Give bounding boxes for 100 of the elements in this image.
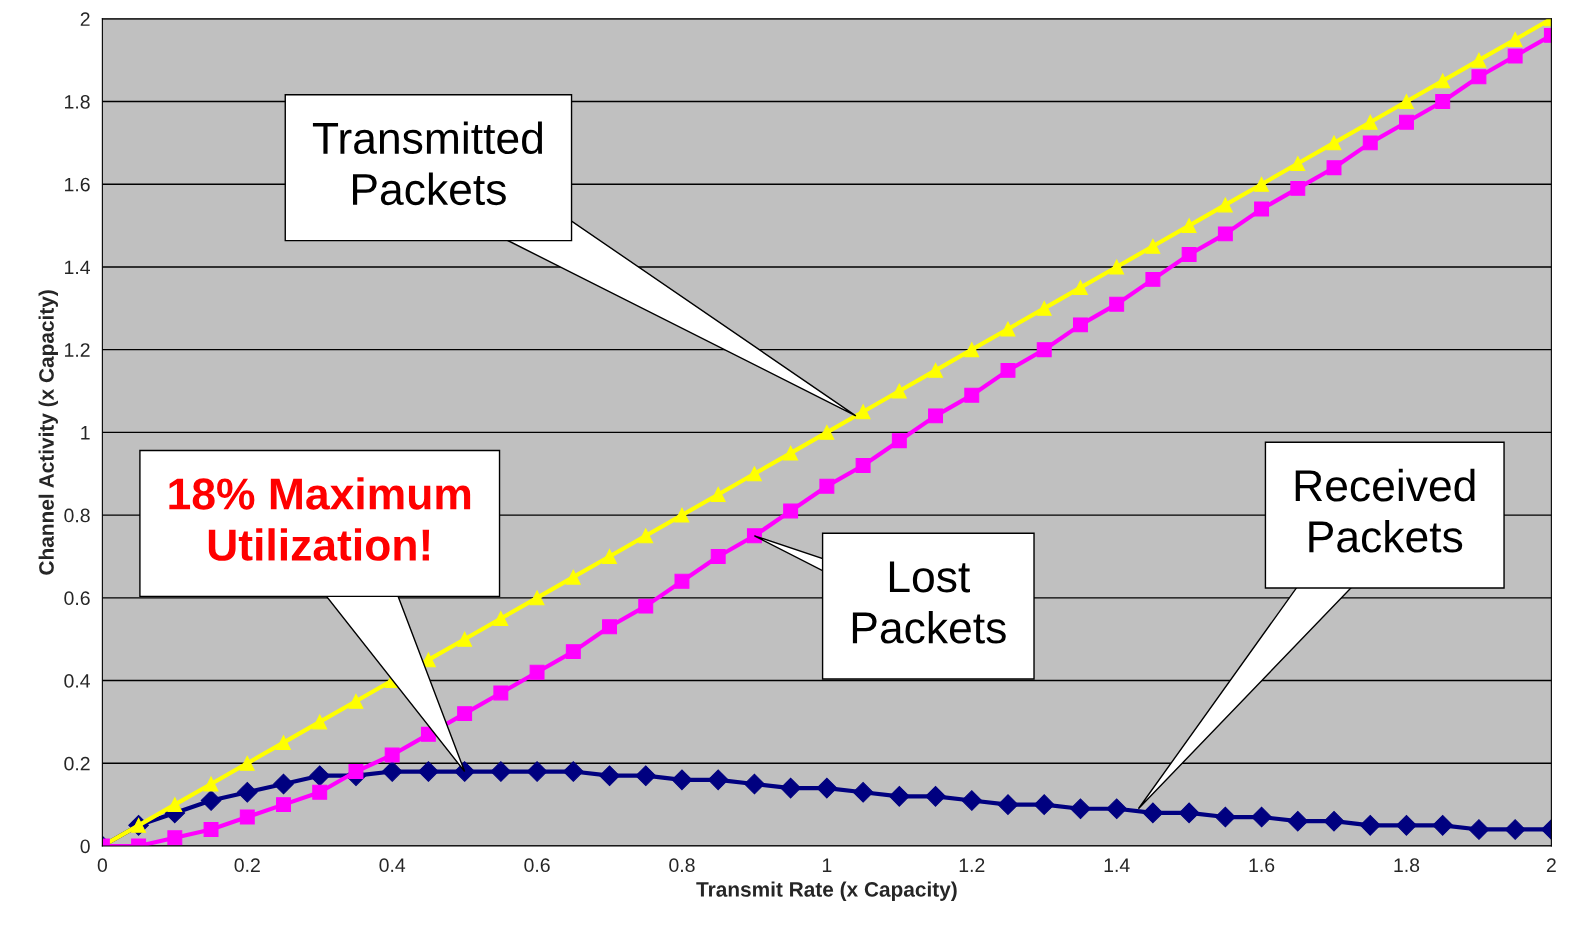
x-tick-label: 2 [1546,858,1556,872]
point [1109,296,1125,312]
y-tick-label: 0.4 [64,674,90,688]
point [529,590,545,606]
x-tick-label: 1.8 [1394,858,1420,873]
point [457,631,473,647]
x-tick-label: 1.4 [1104,858,1130,872]
point [565,569,581,585]
point [1254,201,1270,217]
point [1504,819,1526,840]
point [1362,114,1378,130]
y-tick-label: 1 [81,426,90,440]
point [384,747,400,763]
x-tick-label: 0.4 [379,858,406,873]
point [1254,176,1270,192]
point [1217,226,1233,242]
x-tick-label: 1.6 [1249,858,1275,873]
point [1362,135,1378,151]
point [493,611,509,626]
point [816,777,838,799]
point [635,765,657,787]
point [674,507,690,523]
y-axis-title: Channel Activity (x Capacity) [38,290,58,575]
point [565,644,581,660]
x-tick-label: 1 [822,858,832,872]
point [1215,806,1236,828]
x-tick-label: 0.2 [234,858,260,873]
point [239,755,255,771]
point [167,830,183,846]
point [1290,156,1306,172]
point [1000,362,1016,378]
x-tick-label: 1.2 [959,858,985,872]
point [710,486,726,502]
annotation: Lost Packets [852,561,1006,644]
point [276,797,291,813]
point [928,362,944,378]
point [819,424,835,440]
point [348,693,364,709]
point [1072,317,1088,333]
point [236,781,258,803]
point [928,408,944,424]
point [746,528,762,544]
point [674,573,690,589]
point [1217,197,1233,213]
point [1326,135,1342,151]
point [1507,32,1523,47]
point [1435,94,1451,109]
point [276,735,291,751]
point [602,619,617,635]
x-tick-label: 0.8 [669,858,695,873]
point [891,383,907,399]
point [710,549,726,564]
point [348,764,364,780]
point [852,781,874,803]
point [1326,160,1342,176]
y-tick-label: 0.2 [64,756,90,771]
point [1251,806,1272,828]
point [1072,280,1088,296]
point [526,761,548,782]
point [273,773,294,795]
y-tick-label: 0.8 [64,508,90,523]
point [1181,247,1197,263]
point [746,466,762,482]
point [200,790,222,811]
point [1178,802,1200,824]
point [1323,810,1345,832]
annotation: Received Packets [1295,468,1475,553]
point [1396,814,1417,836]
point [1109,259,1125,275]
point [312,784,328,800]
point [1471,52,1487,68]
point [1287,810,1309,832]
point [707,769,729,791]
point [925,786,946,807]
point [1359,814,1381,836]
point [493,685,509,701]
point [671,769,693,791]
point [381,761,403,782]
point [203,821,219,837]
point [454,761,475,782]
point [1435,73,1451,89]
point [1399,94,1414,109]
point [855,458,871,473]
point [457,706,473,722]
annotation: 18% Maximum Utilization! [169,477,471,561]
y-tick-label: 0.6 [64,591,90,606]
point [1000,321,1016,337]
point [309,765,331,787]
point [599,765,620,787]
y-tick-label: 0 [80,839,90,854]
y-tick-label: 2 [80,12,90,26]
point [783,445,799,461]
point [1507,48,1523,64]
point [1145,271,1161,287]
point [1145,238,1161,254]
point [783,503,799,519]
point [819,478,835,494]
x-tick-label: 0 [97,858,108,873]
point [997,794,1019,815]
point [167,797,183,813]
